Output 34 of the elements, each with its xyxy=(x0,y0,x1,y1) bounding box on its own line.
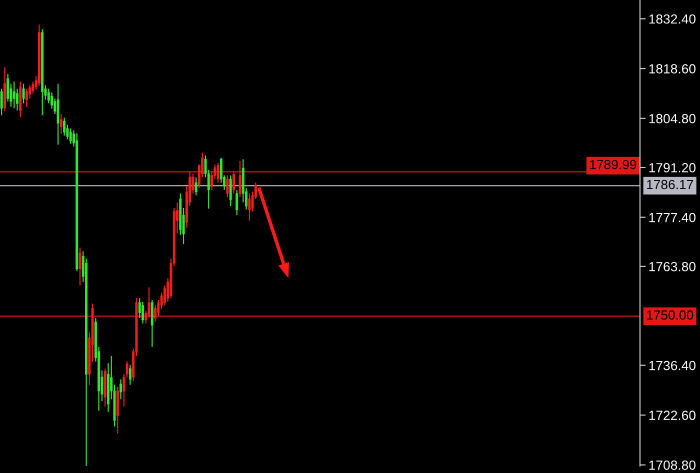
candlestick xyxy=(232,171,235,194)
candlestick xyxy=(12,81,16,109)
candlestick xyxy=(60,114,62,134)
candlestick xyxy=(0,88,3,116)
y-tick-label: 1708.80 xyxy=(649,460,696,470)
candlestick xyxy=(248,192,251,222)
y-tick-label: 1722.60 xyxy=(649,410,696,420)
candlestick xyxy=(229,174,232,207)
candlestick xyxy=(19,81,22,118)
candlestick xyxy=(194,176,198,196)
ref-line-label: 1789.99 xyxy=(590,160,636,170)
ref-line-label: 1786.17 xyxy=(647,180,694,190)
candlestick xyxy=(236,189,238,216)
candlestick xyxy=(56,83,60,146)
candlestick xyxy=(150,299,154,348)
candlestick xyxy=(128,364,132,386)
candlestick xyxy=(22,83,25,104)
y-tick-label: 1763.80 xyxy=(649,262,696,272)
candlestick xyxy=(120,378,122,400)
y-tick-label: 1791.20 xyxy=(649,163,696,172)
ref-line-label: 1750.00 xyxy=(647,310,694,320)
candlestick xyxy=(63,117,66,136)
y-tick-label: 1736.40 xyxy=(649,360,696,370)
candlestick xyxy=(226,174,229,198)
candlestick xyxy=(141,301,144,324)
y-tick-label: 1804.80 xyxy=(649,114,696,124)
candlestick xyxy=(216,162,220,184)
y-tick-label: 1818.60 xyxy=(649,64,696,74)
candlestick xyxy=(78,247,82,286)
candlestick xyxy=(238,160,242,198)
candlestick xyxy=(69,128,72,144)
y-tick-label: 1832.40 xyxy=(649,14,696,24)
y-tick-label: 1777.40 xyxy=(649,212,696,222)
candlestick xyxy=(25,88,28,108)
